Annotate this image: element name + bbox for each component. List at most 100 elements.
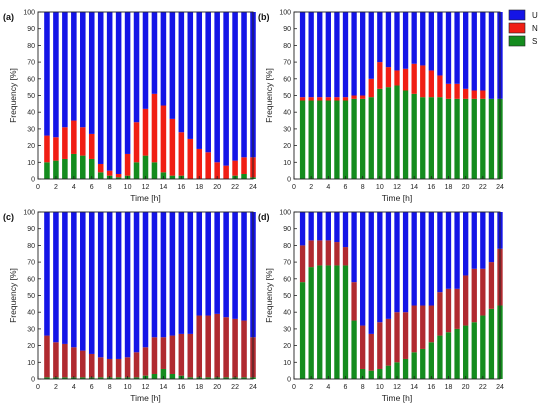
bar-U-9 (115, 12, 122, 174)
bar-U-23 (241, 212, 247, 321)
bar-N-18 (196, 315, 203, 378)
bar-N-19 (205, 315, 211, 378)
y-tick-label: 0 (31, 177, 35, 184)
bar-U-4 (71, 12, 77, 121)
x-tick-label: 8 (361, 184, 365, 191)
bar-N-9 (115, 358, 122, 378)
bar-S-23 (241, 377, 247, 379)
bar-N-19 (205, 152, 211, 179)
bar-N-3 (317, 240, 323, 266)
panel-label: (c) (3, 212, 14, 222)
bar-N-11 (385, 318, 392, 366)
bar-U-12 (142, 12, 149, 109)
bar-U-14 (160, 212, 167, 338)
bar-N-14 (160, 105, 167, 173)
x-tick-label: 0 (292, 184, 296, 191)
x-tick-label: 4 (72, 384, 76, 391)
x-tick-label: 18 (445, 184, 453, 191)
bar-U-23 (488, 212, 495, 263)
bar-U-13 (402, 212, 409, 313)
x-tick-label: 0 (292, 384, 296, 391)
bar-U-1 (299, 212, 306, 246)
bar-S-17 (187, 377, 194, 379)
bar-S-11 (133, 377, 140, 379)
bar-U-8 (106, 212, 113, 359)
x-axis-label: Time [h] (382, 193, 412, 203)
y-tick-label: 90 (283, 226, 291, 233)
bar-S-22 (480, 315, 486, 379)
bar-U-15 (169, 12, 176, 119)
bar-N-17 (437, 292, 443, 336)
bar-S-18 (445, 98, 452, 179)
bar-U-5 (80, 212, 86, 351)
bar-U-11 (385, 12, 392, 68)
x-tick-label: 24 (496, 384, 504, 391)
bar-N-16 (178, 132, 185, 176)
legend-swatch-S (508, 35, 526, 47)
bar-U-15 (420, 212, 426, 306)
x-tick-label: 0 (36, 384, 40, 391)
y-tick-label: 100 (279, 210, 291, 217)
bar-U-22 (480, 212, 486, 269)
bar-S-16 (428, 342, 434, 379)
bar-N-10 (377, 322, 383, 369)
bar-S-15 (169, 175, 176, 179)
x-tick-label: 16 (177, 384, 185, 391)
bar-S-13 (402, 90, 409, 179)
y-tick-label: 50 (283, 293, 291, 300)
bar-S-6 (342, 265, 349, 379)
bar-N-11 (133, 122, 140, 163)
bar-N-6 (88, 353, 95, 378)
bar-N-13 (402, 68, 409, 91)
y-tick-label: 50 (283, 93, 291, 100)
bar-S-16 (428, 97, 434, 179)
x-tick-label: 18 (445, 384, 453, 391)
bar-S-20 (463, 98, 469, 179)
y-tick-label: 0 (31, 377, 35, 384)
bar-S-10 (377, 88, 383, 179)
bar-U-1 (44, 212, 50, 336)
bar-N-12 (394, 70, 400, 86)
x-tick-label: 8 (361, 384, 365, 391)
bar-S-3 (317, 265, 323, 379)
y-tick-label: 60 (27, 76, 35, 83)
x-tick-label: 6 (344, 384, 348, 391)
bar-S-4 (71, 153, 77, 179)
bar-N-4 (325, 97, 331, 101)
y-tick-label: 30 (283, 126, 291, 133)
x-tick-label: 24 (249, 184, 257, 191)
bar-S-13 (151, 162, 158, 179)
bar-U-10 (377, 212, 383, 323)
bar-N-21 (471, 268, 477, 323)
bar-N-5 (334, 242, 340, 266)
x-tick-label: 10 (376, 384, 384, 391)
x-tick-label: 10 (124, 384, 132, 391)
x-tick-label: 12 (142, 184, 150, 191)
bar-U-21 (223, 12, 229, 166)
bar-U-15 (420, 12, 426, 66)
legend-swatch-U (508, 9, 526, 21)
bar-U-13 (151, 12, 158, 94)
x-axis-label: Time [h] (130, 193, 160, 203)
bar-N-8 (360, 325, 366, 369)
bar-N-13 (402, 312, 409, 359)
bar-S-5 (334, 265, 340, 379)
bar-S-1 (299, 100, 306, 179)
bar-U-11 (133, 212, 140, 353)
x-tick-label: 24 (249, 384, 257, 391)
bar-N-3 (62, 343, 68, 378)
bar-U-19 (454, 212, 460, 289)
bar-S-14 (411, 352, 417, 379)
bar-U-23 (488, 12, 495, 99)
bar-S-2 (308, 267, 314, 379)
bar-U-4 (71, 212, 77, 348)
bar-N-10 (124, 357, 131, 378)
bar-U-7 (97, 12, 104, 164)
bar-S-19 (205, 377, 211, 379)
bar-N-2 (308, 240, 314, 268)
y-axis-label: Frequency [%] (264, 68, 274, 123)
x-tick-label: 20 (213, 384, 221, 391)
bar-U-2 (308, 212, 314, 241)
bar-S-14 (411, 93, 417, 179)
